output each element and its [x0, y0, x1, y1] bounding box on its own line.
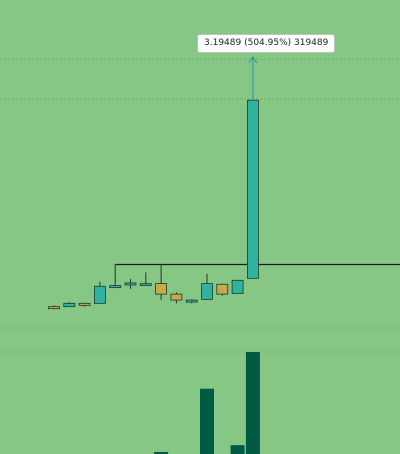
volume-bar: [245, 352, 260, 454]
candle-body: [109, 285, 122, 288]
candle-body: [94, 285, 106, 304]
candle-body: [201, 283, 213, 300]
candle: [155, 264, 168, 301]
candle: [48, 305, 60, 310]
candle-body: [231, 279, 244, 294]
candle: [231, 279, 244, 294]
candle-body: [216, 283, 229, 295]
candle: [246, 99, 259, 279]
candle: [63, 302, 76, 308]
measure-arrow-group: [248, 56, 258, 101]
candle: [185, 299, 198, 304]
candles: [48, 99, 259, 310]
candle-body: [185, 299, 198, 303]
candle: [139, 272, 152, 287]
candle-body: [155, 283, 168, 295]
candle: [201, 273, 213, 300]
candle: [216, 283, 229, 296]
gridlines: [0, 58, 400, 353]
candle: [94, 281, 106, 304]
candle-body: [124, 282, 137, 286]
candle: [170, 292, 183, 304]
candle-body: [139, 283, 152, 287]
measure-tooltip: 3.19489 (504.95%) 319489: [197, 34, 336, 53]
volume-bar: [154, 451, 169, 454]
candle-body: [48, 306, 60, 310]
volume-bars: [154, 352, 260, 454]
candle: [124, 278, 137, 289]
candle: [78, 302, 91, 307]
candle-body: [78, 302, 91, 306]
arrow-up-icon: [248, 56, 258, 64]
candle-body: [246, 99, 259, 279]
candle-body: [63, 302, 76, 308]
volume-bar: [230, 445, 245, 454]
candle-body: [170, 293, 183, 301]
volume-bar: [200, 388, 214, 454]
candle: [109, 264, 122, 289]
